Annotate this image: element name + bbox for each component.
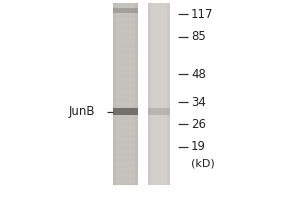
Text: 26: 26 (191, 117, 206, 130)
Bar (113, 63, 138, 66)
Bar (113, 81, 138, 84)
Text: 34: 34 (191, 96, 206, 108)
Text: 117: 117 (191, 7, 214, 21)
Bar (113, 111, 138, 114)
Bar (113, 165, 138, 168)
Bar (113, 135, 138, 138)
Bar (113, 33, 138, 36)
Bar (113, 51, 138, 54)
Bar (113, 87, 138, 90)
Bar (113, 117, 138, 120)
Bar (113, 99, 138, 102)
Bar (113, 108, 138, 115)
Bar (113, 21, 138, 24)
Bar (113, 57, 138, 60)
Bar (113, 45, 138, 48)
Bar (113, 153, 138, 156)
Bar (113, 93, 138, 96)
Bar (113, 3, 138, 6)
Text: 48: 48 (191, 68, 206, 80)
Bar (151, 3, 167, 185)
Bar (113, 69, 138, 72)
Bar (148, 108, 170, 115)
Text: 85: 85 (191, 30, 206, 44)
Bar (113, 105, 138, 108)
Text: 19: 19 (191, 140, 206, 154)
Bar (113, 15, 138, 18)
Bar (113, 147, 138, 150)
Bar (148, 3, 170, 185)
Bar (113, 183, 138, 186)
Bar (113, 141, 138, 144)
Bar (113, 8, 138, 13)
Bar (113, 123, 138, 126)
Bar (113, 39, 138, 42)
Bar (113, 171, 138, 174)
Bar (113, 9, 138, 12)
Bar (116, 3, 135, 185)
Bar (113, 159, 138, 162)
Bar (113, 129, 138, 132)
Bar (113, 3, 138, 185)
Bar (113, 177, 138, 180)
Bar (113, 75, 138, 78)
Bar (113, 27, 138, 30)
Text: JunB: JunB (68, 105, 95, 118)
Text: (kD): (kD) (191, 158, 215, 168)
